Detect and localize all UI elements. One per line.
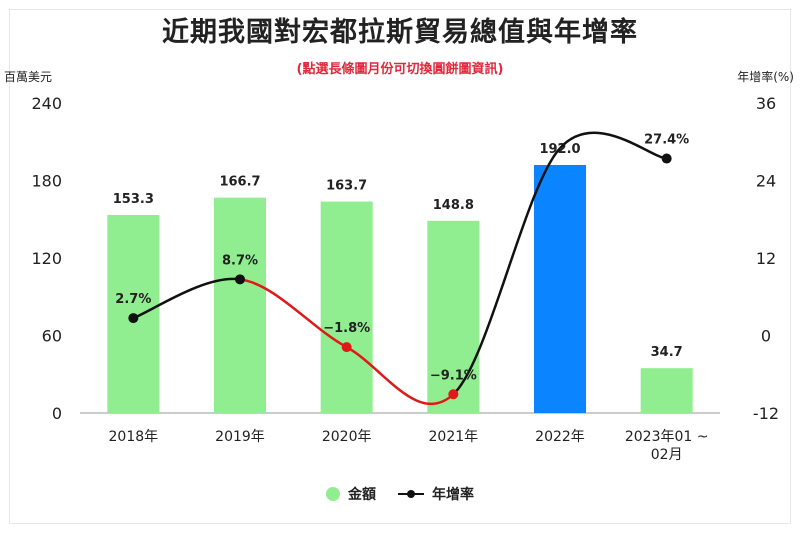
x-axis-tick: 2021年: [429, 429, 479, 445]
bar-value-label: 153.3: [113, 192, 154, 207]
x-axis-tick: 02月: [651, 447, 683, 463]
growth-point: [128, 313, 139, 324]
right-axis-tick: 24: [756, 172, 776, 191]
legend-label-amount: 金額: [348, 487, 376, 503]
left-axis-tick: 60: [42, 327, 62, 346]
bar-value-label: 148.8: [433, 198, 474, 213]
growth-line-segment: [346, 346, 455, 406]
x-axis-tick: 2019年: [215, 429, 265, 445]
bar[interactable]: [427, 220, 480, 413]
growth-point: [448, 389, 459, 400]
growth-value-label: −1.8%: [323, 321, 370, 336]
legend: 金額 年增率: [0, 484, 800, 504]
left-axis-tick: 120: [31, 249, 62, 268]
x-axis-tick: 2022年: [535, 429, 585, 445]
bar[interactable]: [320, 201, 373, 413]
chart-frame: [9, 9, 791, 524]
legend-item-growth[interactable]: 年增率: [398, 484, 474, 504]
legend-label-growth: 年增率: [432, 487, 474, 503]
right-axis-tick: -12: [753, 404, 779, 423]
growth-point: [341, 342, 352, 353]
growth-value-label: −9.1%: [430, 368, 477, 383]
legend-item-amount[interactable]: 金額: [326, 484, 376, 504]
left-axis-tick: 240: [31, 94, 62, 113]
right-axis-unit: 年增率(%): [737, 70, 794, 84]
growth-point: [661, 153, 672, 164]
x-axis-tick: 2020年: [322, 429, 372, 445]
growth-line-segment: [132, 277, 241, 320]
bar-value-label: 166.7: [219, 175, 260, 190]
bar[interactable]: [640, 368, 693, 413]
bar[interactable]: [214, 197, 266, 413]
growth-value-label: 8.7%: [222, 253, 258, 268]
growth-line-segment: [239, 278, 348, 349]
legend-line-swatch: [398, 487, 424, 501]
right-axis-tick: 0: [761, 327, 771, 346]
growth-value-label: 2.7%: [115, 292, 151, 307]
growth-point: [235, 274, 245, 285]
x-axis-tick: 2018年: [109, 429, 159, 445]
growth-line-segment: [559, 131, 667, 160]
bar[interactable]: [534, 165, 586, 413]
right-axis-tick: 12: [756, 249, 776, 268]
right-axis-tick: 36: [756, 94, 776, 113]
left-axis-tick: 0: [52, 404, 62, 423]
legend-bar-swatch: [326, 487, 340, 501]
growth-value-label: 27.4%: [644, 133, 689, 148]
left-axis-unit: 百萬美元: [4, 70, 53, 84]
growth-line-segment: [452, 147, 561, 396]
chart-title: 近期我國對宏都拉斯貿易總值與年增率: [162, 17, 638, 48]
bar-value-label: 34.7: [651, 345, 683, 360]
left-axis-tick: 180: [31, 172, 62, 191]
bar-value-label: 163.7: [326, 179, 367, 194]
chart-subtitle: (點選長條圖月份可切換圓餅圖資訊): [296, 62, 504, 77]
x-axis-tick: 2023年01 ~: [625, 429, 709, 445]
